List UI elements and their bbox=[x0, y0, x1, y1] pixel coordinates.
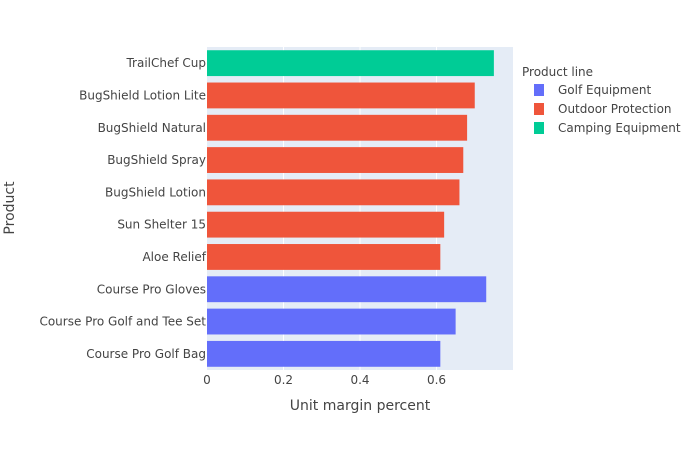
x-tick-label: 0 bbox=[203, 373, 211, 387]
bar-course-pro-gloves bbox=[207, 276, 487, 303]
y-tick-label-sun-shelter-15: Sun Shelter 15 bbox=[117, 218, 206, 232]
x-axis-ticks: 0 0.2 0.4 0.6 bbox=[203, 373, 446, 387]
legend-swatch-camping-equipment[interactable] bbox=[534, 122, 544, 134]
bars bbox=[207, 50, 494, 367]
bar-bugshield-spray bbox=[207, 147, 464, 173]
bar-bugshield-lotion-lite bbox=[207, 82, 475, 109]
y-axis-ticks: Course Pro Golf Bag Course Pro Golf and T… bbox=[39, 56, 206, 361]
y-tick-label-course-pro-golf-bag: Course Pro Golf Bag bbox=[86, 347, 206, 361]
bar-sun-shelter-15 bbox=[207, 211, 445, 238]
legend-label-camping-equipment[interactable]: Camping Equipment bbox=[558, 121, 681, 135]
bar-aloe-relief bbox=[207, 244, 441, 270]
legend-label-golf-equipment[interactable]: Golf Equipment bbox=[558, 83, 651, 97]
x-axis-title: Unit margin percent bbox=[290, 398, 431, 414]
bar-trailchef-cup bbox=[207, 50, 494, 77]
y-tick-label-bugshield-natural: BugShield Natural bbox=[98, 121, 206, 135]
bar-course-pro-golf-bag bbox=[207, 340, 441, 367]
y-tick-label-bugshield-lotion: BugShield Lotion bbox=[105, 185, 206, 199]
legend: Product line Golf Equipment Outdoor Prote… bbox=[522, 65, 681, 135]
legend-swatch-golf-equipment[interactable] bbox=[534, 84, 544, 96]
x-tick-label: 0.2 bbox=[274, 373, 293, 387]
y-tick-label-trailchef-cup: TrailChef Cup bbox=[125, 56, 206, 70]
bar-course-pro-golf-and-tee-set bbox=[207, 308, 456, 335]
y-tick-label-aloe-relief: Aloe Relief bbox=[142, 250, 206, 264]
legend-items: Golf Equipment Outdoor Protection Camping … bbox=[534, 83, 681, 135]
legend-title: Product line bbox=[522, 65, 593, 79]
y-tick-label-bugshield-spray: BugShield Spray bbox=[107, 153, 206, 167]
y-tick-label-course-pro-gloves: Course Pro Gloves bbox=[97, 282, 206, 296]
legend-label-outdoor-protection[interactable]: Outdoor Protection bbox=[558, 102, 672, 116]
x-tick-label: 0.4 bbox=[350, 373, 369, 387]
y-tick-label-bugshield-lotion-lite: BugShield Lotion Lite bbox=[79, 88, 206, 102]
bar-bugshield-lotion bbox=[207, 179, 460, 206]
x-tick-label: 0.6 bbox=[427, 373, 446, 387]
legend-swatch-outdoor-protection[interactable] bbox=[534, 103, 544, 115]
bar-bugshield-natural bbox=[207, 114, 468, 141]
y-axis-title: Product bbox=[2, 181, 18, 235]
y-tick-label-course-pro-golf-and-tee-set: Course Pro Golf and Tee Set bbox=[39, 315, 206, 329]
